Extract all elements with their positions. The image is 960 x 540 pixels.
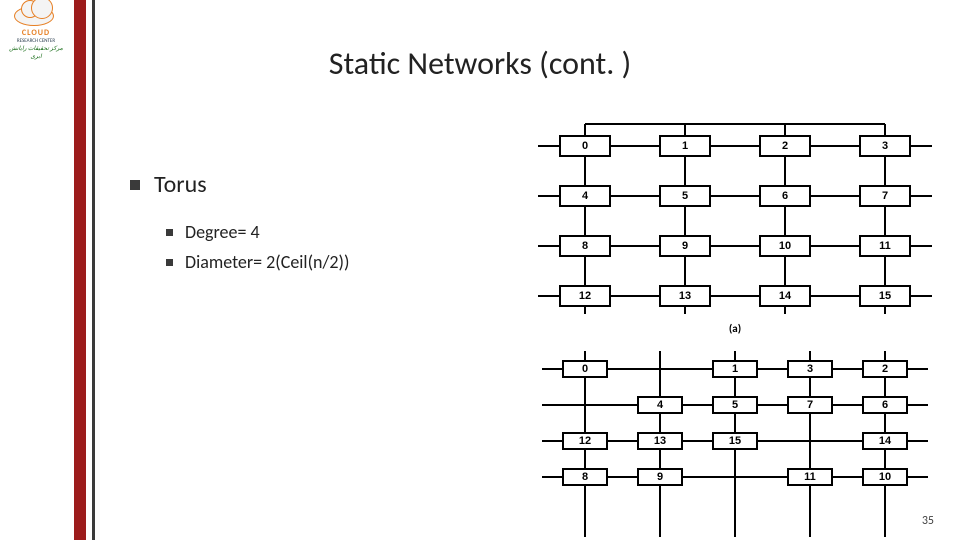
svg-text:8: 8 <box>582 471 588 483</box>
square-bullet-icon <box>166 229 173 236</box>
diagram-area: 0123456789101112131415 (a) 0132457612131… <box>530 118 940 528</box>
caption-a: (a) <box>530 322 940 335</box>
svg-text:10: 10 <box>879 471 891 483</box>
svg-text:12: 12 <box>579 290 591 302</box>
logo-word: CLOUD <box>6 28 66 38</box>
item-text: Diameter= 2(Ceil(n/2)) <box>185 251 349 273</box>
svg-text:0: 0 <box>582 363 588 375</box>
bullet-topic: Torus <box>130 170 490 199</box>
svg-text:8: 8 <box>582 240 588 252</box>
svg-text:9: 9 <box>657 471 663 483</box>
svg-text:15: 15 <box>879 290 891 302</box>
svg-text:12: 12 <box>579 435 591 447</box>
svg-text:4: 4 <box>657 399 664 411</box>
svg-text:0: 0 <box>582 140 588 152</box>
torus-diagram-a: 0123456789101112131415 (a) <box>530 118 940 335</box>
svg-text:14: 14 <box>879 435 892 447</box>
square-bullet-icon <box>130 180 140 190</box>
page-number: 35 <box>922 514 934 528</box>
svg-text:13: 13 <box>679 290 691 302</box>
svg-text:5: 5 <box>732 399 738 411</box>
svg-text:1: 1 <box>682 140 688 152</box>
logo: CLOUD RESEARCH CENTER مرکز تحقیقات رایان… <box>6 6 66 40</box>
torus-diagram-b: 0132457612131514891110 (b) <box>530 345 940 540</box>
square-bullet-icon <box>166 259 173 266</box>
svg-text:10: 10 <box>779 240 791 252</box>
svg-text:15: 15 <box>729 435 741 447</box>
bullet-item-degree: Degree= 4 <box>166 221 490 243</box>
torus-svg-b: 0132457612131514891110 <box>530 345 940 540</box>
svg-text:11: 11 <box>879 240 891 252</box>
svg-text:1: 1 <box>732 363 738 375</box>
svg-text:9: 9 <box>682 240 688 252</box>
svg-text:6: 6 <box>882 399 888 411</box>
topic-text: Torus <box>154 170 207 199</box>
svg-text:3: 3 <box>807 363 813 375</box>
svg-text:7: 7 <box>882 190 888 202</box>
svg-text:11: 11 <box>804 471 816 483</box>
svg-text:13: 13 <box>654 435 666 447</box>
content-block: Torus Degree= 4 Diameter= 2(Ceil(n/2)) <box>130 170 490 281</box>
item-text: Degree= 4 <box>185 221 260 243</box>
torus-svg-a: 0123456789101112131415 <box>530 118 940 318</box>
svg-text:5: 5 <box>682 190 688 202</box>
svg-text:2: 2 <box>882 363 888 375</box>
svg-text:2: 2 <box>782 140 788 152</box>
slide-title: Static Networks (cont. ) <box>0 44 960 83</box>
svg-text:7: 7 <box>807 399 813 411</box>
svg-text:6: 6 <box>782 190 788 202</box>
bullet-item-diameter: Diameter= 2(Ceil(n/2)) <box>166 251 490 273</box>
svg-text:3: 3 <box>882 140 888 152</box>
cloud-icon <box>14 6 54 26</box>
svg-text:4: 4 <box>582 190 589 202</box>
svg-text:14: 14 <box>779 290 792 302</box>
